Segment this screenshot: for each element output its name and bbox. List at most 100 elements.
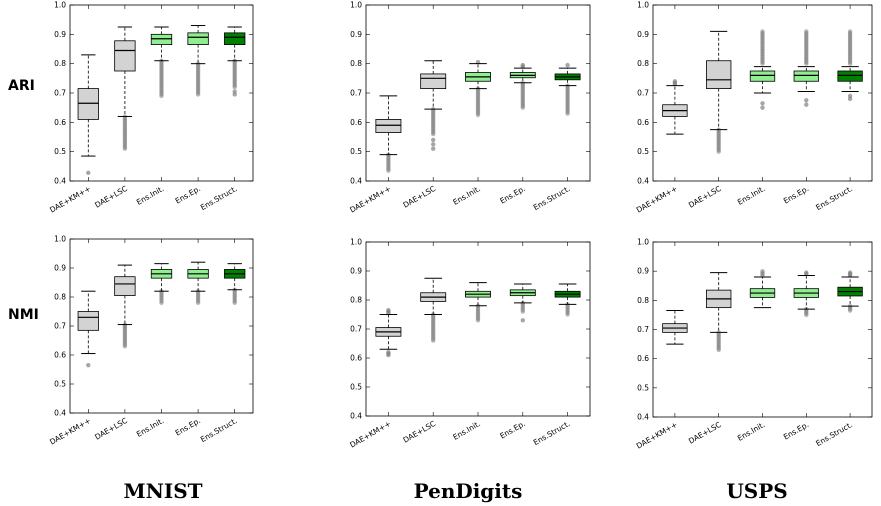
- x-tick-label: Ens.Struct.: [814, 420, 854, 448]
- x-tick-label: DAE+LSC: [687, 420, 723, 446]
- box-ens-init-: [150, 263, 173, 305]
- x-tick-label: DAE+LSC: [93, 184, 129, 210]
- y-tick-label: 0.9: [637, 30, 649, 39]
- outlier-point: [122, 146, 128, 151]
- box-ens-init-: [150, 26, 173, 99]
- outlier-point: [431, 142, 436, 147]
- outlier-point: [804, 61, 809, 66]
- box-dae-km-: [662, 79, 688, 135]
- y-tick-label: 0.6: [350, 118, 362, 127]
- y-tick-label: 0.8: [350, 296, 362, 305]
- outlier-point: [847, 93, 853, 99]
- y-tick-label: 1.0: [350, 238, 362, 247]
- x-tick-label: DAE+LSC: [687, 184, 723, 210]
- x-tick-label: Ens.Init.: [135, 416, 166, 439]
- box-iqr: [706, 60, 732, 90]
- x-tick-label: Ens.Struct.: [532, 184, 572, 212]
- panel-nmi-pendigits: 0.4 0.5 0.6 0.7 0.8 0.9 1.0 DAE+KM++ DAE+LSC Ens.…: [348, 238, 591, 450]
- outlier-point: [672, 79, 678, 84]
- box-ens-struct-: [224, 26, 246, 97]
- box-ens-struct-: [554, 283, 581, 317]
- x-tick-label: Ens.Ep.: [174, 416, 202, 438]
- panel-ari-usps: 0.4 0.5 0.6 0.7 0.8 0.9 1.0 DAE+KM++ DAE+LSC Ens.…: [635, 1, 873, 215]
- x-tick-label: Ens.Ep.: [782, 420, 810, 442]
- y-tick-label: 0.8: [350, 59, 362, 68]
- box-dae-lsc: [114, 264, 136, 349]
- outlier-point: [86, 362, 91, 368]
- outlier-point: [386, 168, 391, 173]
- outlier-point: [520, 62, 525, 68]
- x-tick-label: Ens.Struct.: [532, 419, 572, 447]
- y-tick-label: 0.5: [637, 147, 649, 156]
- column-label-pendigits: PenDigits: [414, 479, 523, 503]
- box-ens-init-: [465, 60, 491, 118]
- y-tick-label: 0.8: [54, 293, 66, 302]
- box-dae-lsc: [114, 26, 136, 151]
- y-tick-label: 0.8: [54, 59, 66, 68]
- outlier-point: [804, 312, 809, 318]
- box-ens-struct-: [224, 263, 246, 305]
- outlier-point: [565, 62, 570, 68]
- box-ens-struct-: [554, 62, 581, 116]
- box-dae-km-: [375, 307, 402, 358]
- box-ens-ep-: [187, 261, 209, 305]
- box-dae-km-: [77, 290, 99, 368]
- outlier-point: [760, 105, 765, 110]
- y-tick-label: 0.7: [637, 325, 649, 334]
- box-iqr: [420, 73, 447, 90]
- x-tick-label: DAE+KM++: [48, 416, 92, 447]
- box-dae-km-: [375, 95, 402, 173]
- y-tick-label: 0.4: [637, 177, 649, 186]
- outlier-point: [520, 309, 525, 314]
- box-dae-lsc: [420, 60, 447, 151]
- outlier-point: [760, 61, 765, 66]
- box-dae-lsc: [420, 277, 447, 343]
- y-tick-label: 0.9: [54, 30, 66, 39]
- box-dae-km-: [77, 54, 99, 175]
- box-iqr: [114, 40, 136, 72]
- y-tick-label: 0.4: [350, 177, 362, 186]
- outlier-point: [232, 300, 237, 305]
- x-tick-label: Ens.Init.: [451, 419, 482, 442]
- x-tick-label: Ens.Ep.: [498, 419, 526, 441]
- box-ens-ep-: [793, 29, 819, 107]
- outlier-point: [431, 131, 436, 137]
- y-tick-label: 0.9: [350, 30, 362, 39]
- x-tick-label: DAE+KM++: [635, 420, 679, 451]
- y-tick-label: 0.8: [637, 296, 649, 305]
- outlier-point: [804, 98, 809, 103]
- x-tick-label: Ens.Struct.: [814, 184, 854, 212]
- y-tick-label: 0.5: [350, 147, 362, 156]
- y-tick-label: 0.7: [637, 89, 649, 98]
- box-iqr: [793, 70, 819, 82]
- outlier-point: [847, 61, 853, 66]
- box-iqr: [224, 32, 246, 45]
- row-label-nmi: NMI: [8, 307, 39, 323]
- box-iqr: [375, 119, 402, 134]
- y-tick-label: 1.0: [54, 235, 66, 244]
- outlier-point: [847, 308, 853, 313]
- box-iqr: [837, 70, 863, 82]
- y-tick-label: 0.7: [350, 89, 362, 98]
- outlier-point: [716, 149, 721, 154]
- box-ens-init-: [749, 29, 776, 110]
- y-tick-label: 0.6: [637, 354, 649, 363]
- y-tick-label: 0.8: [637, 59, 649, 68]
- box-ens-ep-: [509, 62, 536, 110]
- x-tick-label: DAE+LSC: [402, 419, 438, 445]
- outlier-point: [475, 318, 481, 323]
- x-tick-label: DAE+LSC: [402, 184, 438, 210]
- y-tick-label: 0.5: [637, 383, 649, 392]
- panel-ari-pendigits: 0.4 0.5 0.6 0.7 0.8 0.9 1.0 DAE+KM++ DAE+LSC Ens.…: [348, 1, 591, 215]
- outlier-point: [520, 105, 525, 110]
- panel-ari-mnist: 0.4 0.5 0.6 0.7 0.8 0.9 1.0 DAE+KM++ DAE+LSC Ens.…: [48, 1, 254, 215]
- outlier-point: [804, 102, 809, 107]
- panel-nmi-usps: 0.4 0.5 0.6 0.7 0.8 0.9 1.0 DAE+KM++ DAE+LSC Ens.…: [635, 238, 873, 451]
- outlier-point: [475, 112, 481, 118]
- y-tick-label: 0.7: [54, 89, 66, 98]
- outlier-point: [565, 111, 570, 116]
- x-tick-label: Ens.Struct.: [199, 184, 239, 212]
- box-dae-km-: [662, 310, 688, 345]
- y-tick-label: 0.4: [350, 412, 362, 421]
- x-tick-label: DAE+LSC: [93, 416, 129, 442]
